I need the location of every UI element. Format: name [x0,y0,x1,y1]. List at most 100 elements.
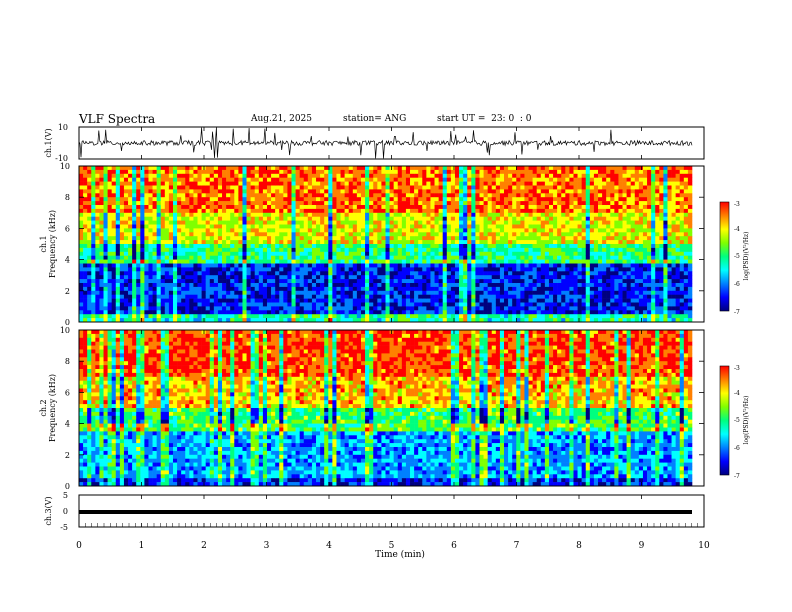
spectrogram-cell [271,189,276,194]
spectrogram-cell [307,302,313,307]
spectrogram-cell [495,290,501,295]
spectrogram-cell [499,181,505,186]
spectrogram-cell [356,240,362,245]
spectrogram-cell [140,251,145,256]
spectrogram-cell [479,208,484,214]
spectrogram-cell [544,294,550,299]
spectrogram-cell [275,298,280,303]
spectrogram-cell [213,224,219,229]
spectrogram-cell [311,290,317,295]
spectrogram-cell [434,271,439,276]
spectrogram-cell [491,216,497,221]
spectrogram-cell [393,224,399,229]
spectrogram-cell [487,220,493,225]
spectrogram-cell [516,205,521,210]
spectrogram-cell [140,310,145,315]
spectrogram-cell [316,197,321,202]
ch1-waveform-trace [78,127,693,159]
spectrogram-cell [234,318,239,323]
spectrogram-cell [442,177,448,182]
spectrogram-cell [487,240,493,245]
spectrogram-cell [279,302,284,307]
spectrogram-cell [287,279,292,284]
spectrogram-cell [446,201,452,206]
spectrogram-cell [79,251,84,256]
spectrogram-cell [226,279,231,284]
spectrogram-cell [295,267,300,272]
spectrogram-cell [144,197,149,202]
spectrogram-cell [242,275,247,280]
spectrogram-cell [385,310,390,315]
spectrogram-cell [504,166,509,171]
spectrogram-cell [422,236,427,241]
spectrogram-cell [311,244,317,249]
spectrogram-cell [177,263,182,268]
spectrogram-cell [230,244,235,249]
spectrogram-cell [217,201,223,206]
spectrogram-cell [79,290,84,295]
spectrogram-cell [275,275,280,280]
spectrogram-cell [303,294,309,299]
spectrogram-cell [426,228,431,233]
spectrogram-cell [266,212,272,217]
spectrogram-cell [205,283,211,288]
spectrogram-cell [565,279,570,284]
spectrogram-cell [352,271,358,276]
spectrogram-cell [442,228,448,233]
spectrogram-cell [336,286,341,292]
spectrogram-cell [295,220,300,225]
spectrogram-cell [332,205,337,210]
spectrogram-cell [291,314,296,319]
spectrogram-cell [479,197,484,202]
spectrogram-cell [540,267,546,272]
spectrogram-cell [91,279,96,284]
spectrogram-cell [410,193,415,198]
spectrogram-cell [91,177,96,182]
spectrogram-cell [115,173,121,178]
spectrogram-cell [230,228,235,233]
spectrogram-cell [303,173,309,178]
spectrogram-cell [107,212,112,217]
spectrogram-cell [328,197,333,202]
spectrogram-cell [434,166,439,171]
spectrogram-cell [262,197,268,202]
spectrogram-cell [226,189,231,194]
spectrogram-cell [385,259,390,264]
spectrogram-cell [205,232,211,237]
spectrogram-cell [479,189,484,194]
spectrogram-cell [266,185,272,190]
spectrogram-cell [434,318,439,323]
spectrogram-cell [463,205,468,210]
spectrogram-cell [128,185,133,190]
spectrogram-cell [295,185,300,190]
spectrogram-cell [275,205,280,210]
spectrogram-cell [585,232,591,237]
spectrogram-cell [373,286,378,292]
spectrogram-cell [316,279,321,284]
spectrogram-cell [581,244,587,249]
spectrogram-cell [287,177,292,182]
spectrogram-cell [311,166,317,171]
spectrogram-cell [475,197,480,202]
spectrogram-cell [83,290,88,295]
spectrogram-cell [348,306,354,311]
spectrogram-cell [577,228,582,233]
spectrogram-cell [189,216,194,221]
spectrogram-cell [95,216,100,221]
spectrogram-cell [540,290,546,295]
spectrogram-cell [209,224,215,229]
spectrogram-cell [540,294,546,299]
spectrogram-cell [160,224,166,229]
spectrogram-cell [495,259,501,264]
spectrogram-cell [356,166,362,171]
spectrogram-cell [87,173,92,178]
spectrogram-cell [156,201,162,206]
spectrogram-cell [152,240,157,245]
spectrogram-cell [230,318,235,323]
spectrogram-cell [99,169,104,175]
spectrogram-cell [115,283,121,288]
spectrogram-cell [242,197,247,202]
spectrogram-cell [295,173,300,178]
spectrogram-cell [111,255,117,260]
spectrogram-cell [132,201,137,206]
